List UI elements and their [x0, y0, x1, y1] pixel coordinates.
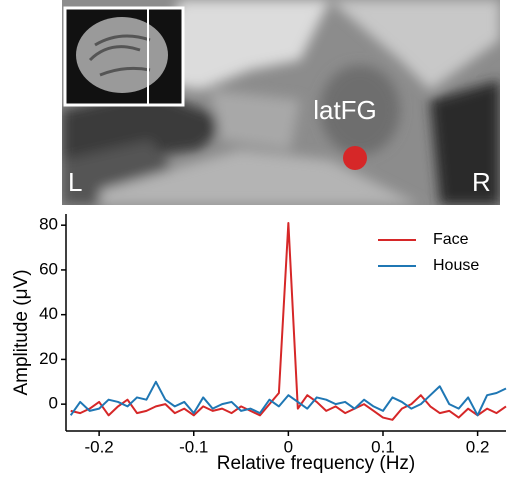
- x-tick-label: -0.2: [84, 437, 113, 456]
- legend-label: Face: [433, 231, 469, 248]
- roi-dot: [343, 146, 367, 170]
- legend-label: House: [433, 257, 479, 274]
- inset-brain: [76, 17, 168, 93]
- y-tick-label: 60: [39, 259, 58, 278]
- left-label: L: [68, 167, 82, 197]
- y-tick-label: 80: [39, 215, 58, 234]
- y-tick-label: 20: [39, 349, 58, 368]
- x-tick-label: -0.1: [179, 437, 208, 456]
- series-line: [69, 380, 507, 417]
- mri-image: latFG L R: [62, 0, 500, 205]
- region-label: latFG: [313, 95, 377, 125]
- series-line: [70, 221, 507, 421]
- y-axis-label: Amplitude (μV): [11, 269, 32, 395]
- x-tick-label: 0.2: [466, 437, 490, 456]
- y-tick-label: 40: [39, 304, 58, 323]
- x-tick-label: 0: [284, 437, 293, 456]
- y-tick-label: 0: [49, 394, 58, 413]
- x-axis-label: Relative frequency (Hz): [217, 453, 416, 474]
- x-tick-label: 0.1: [371, 437, 395, 456]
- right-label: R: [472, 167, 491, 197]
